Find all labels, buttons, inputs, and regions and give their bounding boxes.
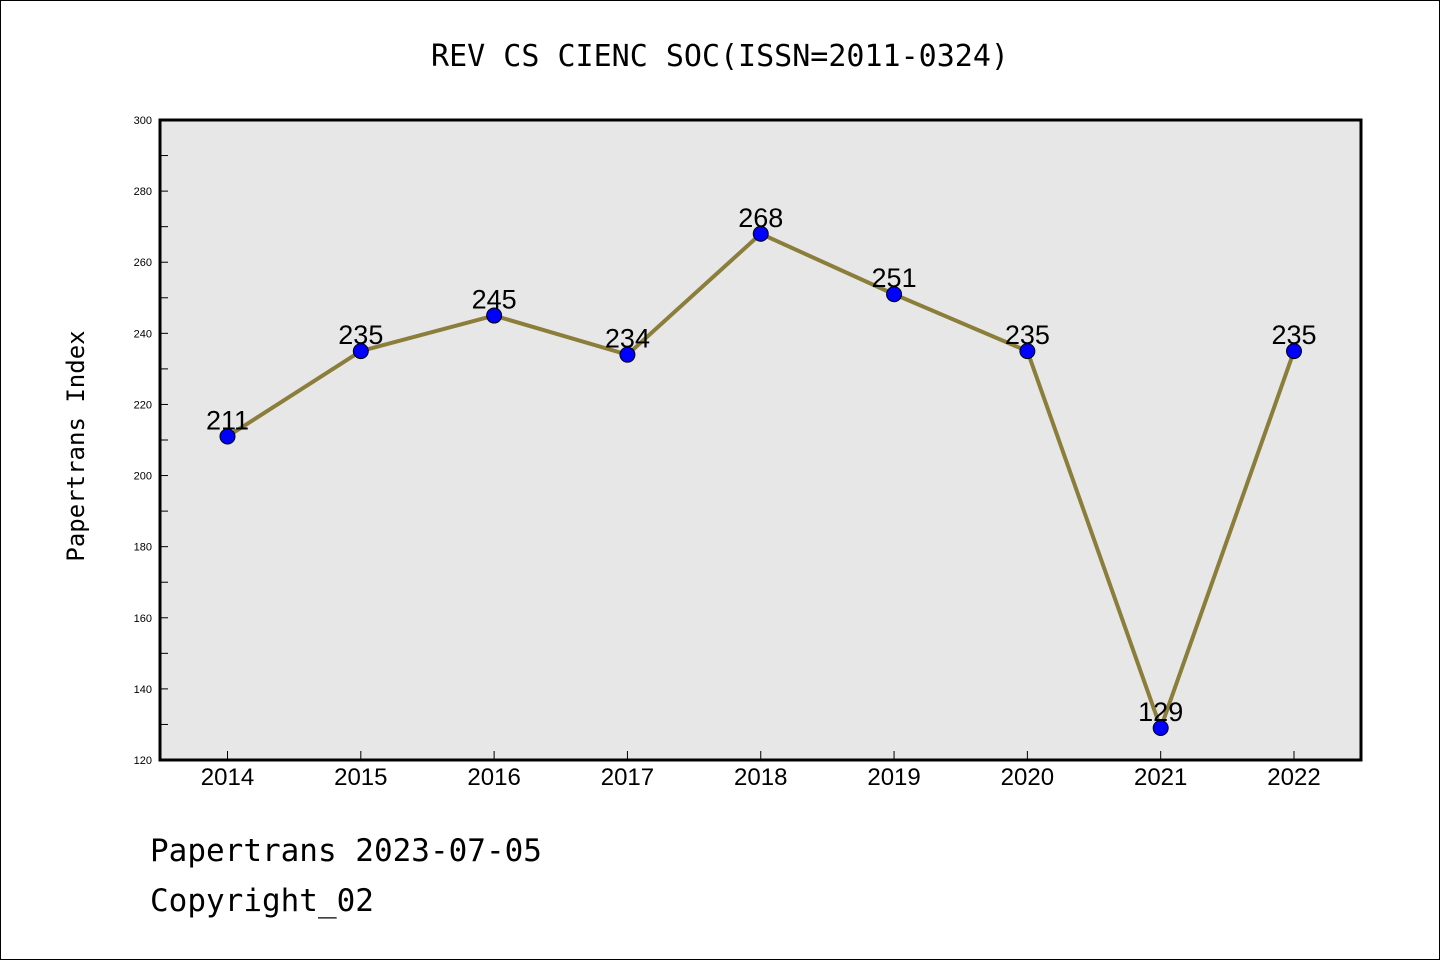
- x-tick-label: 2020: [1001, 764, 1054, 791]
- y-tick-label: 240: [134, 328, 152, 340]
- y-tick-label: 180: [134, 542, 152, 554]
- series-layer: [219, 225, 1302, 736]
- data-point: [352, 343, 369, 360]
- data-label: 235: [338, 320, 383, 350]
- data-point: [619, 346, 636, 363]
- data-labels-layer: 211 235 245 234 268 251 235 129 235: [206, 203, 1317, 727]
- x-tick-label: 2017: [601, 764, 654, 791]
- x-tick-label: 2019: [867, 764, 920, 791]
- data-point: [219, 428, 236, 445]
- data-point: [1286, 343, 1302, 360]
- data-label: 235: [1271, 320, 1316, 350]
- x-tick-label: 2021: [1134, 764, 1187, 791]
- data-point: [886, 286, 903, 303]
- x-tick-label: 2022: [1267, 764, 1320, 791]
- x-tick-label: 2014: [201, 764, 254, 791]
- y-tick-label: 280: [134, 186, 152, 198]
- data-label: 129: [1138, 697, 1183, 727]
- y-tick-label: 200: [134, 471, 152, 483]
- chart-title: REV CS CIENC SOC(ISSN=2011-0324): [431, 39, 1009, 74]
- footer-copyright: Copyright_02: [150, 883, 374, 919]
- data-label: 245: [472, 285, 517, 315]
- data-label: 235: [1005, 320, 1050, 350]
- data-point: [752, 225, 769, 242]
- data-label: 251: [872, 263, 917, 293]
- y-tick-label: 120: [134, 755, 152, 767]
- x-tick-label: 2018: [734, 764, 787, 791]
- data-label: 211: [206, 405, 249, 435]
- y-tick-label: 220: [134, 399, 152, 411]
- data-point: [1019, 343, 1036, 360]
- y-tick-label: 140: [134, 684, 152, 696]
- data-label: 268: [738, 203, 783, 233]
- data-point: [1152, 720, 1169, 736]
- y-tick-label: 260: [134, 257, 152, 269]
- x-tick-label: 2015: [334, 764, 387, 791]
- plot-border: [158, 118, 1363, 762]
- y-tick-label: 300: [134, 115, 152, 127]
- ticks-layer: 120 140 160 180 200 220 240 260 280 300 2014 2015 20…: [134, 115, 1321, 791]
- data-point: [486, 307, 503, 324]
- data-label: 234: [605, 324, 650, 354]
- x-tick-label: 2016: [467, 764, 520, 791]
- footer-date-line: Papertrans 2023-07-05: [150, 833, 542, 869]
- y-tick-label: 160: [134, 613, 152, 625]
- y-axis-label: Papertrans Index: [62, 330, 90, 561]
